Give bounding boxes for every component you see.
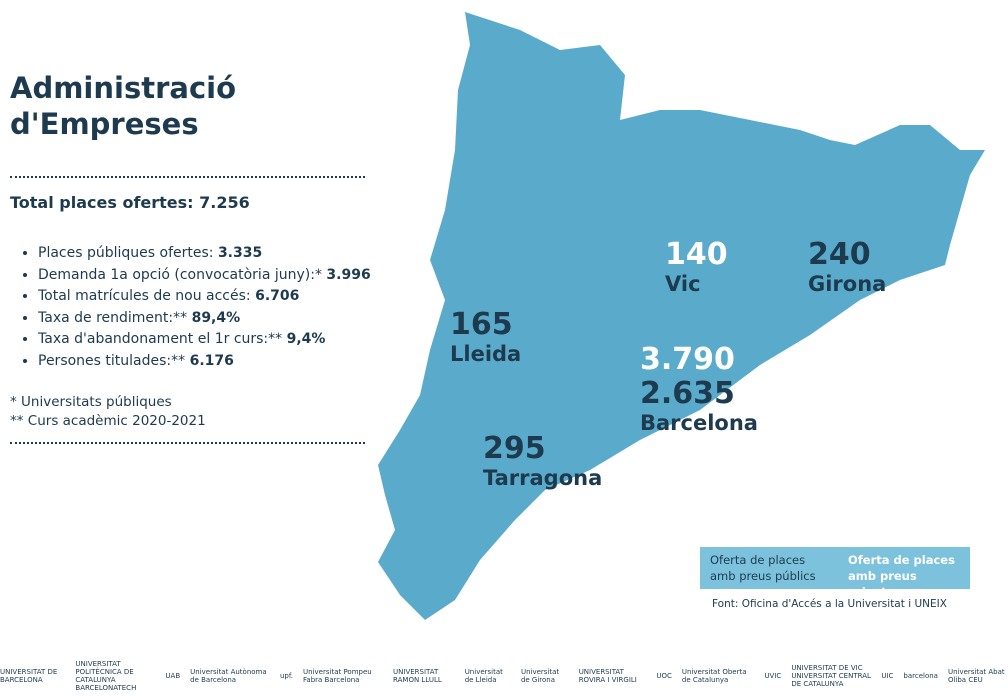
bullet-label: Total matrícules de nou accés: xyxy=(38,288,256,305)
logo: Universitat de Girona xyxy=(520,668,560,684)
legend-public: Oferta de places amb preus públics xyxy=(700,547,838,589)
region-barcelona: 3.790 2.635 Barcelona xyxy=(640,342,758,436)
logo: UNIVERSITAT RAMON LLULL xyxy=(393,668,442,684)
logo: UNIVERSITAT DE VIC UNIVERSITAT CENTRAL D… xyxy=(791,664,871,688)
logo: Universitat Abat Oliba CEU xyxy=(947,668,1005,684)
logo: Universitat Oberta de Catalunya xyxy=(681,668,747,684)
bullet: Demanda 1a opció (convocatòria juny):* 3… xyxy=(38,265,371,287)
logo: Universitat Pompeu Fabra Barcelona xyxy=(303,668,372,684)
notes: * Universitats públiques ** Curs acadèmic… xyxy=(10,394,206,429)
logo: UNIVERSITAT DE BARCELONA xyxy=(0,668,58,684)
bullet-value: 3.996 xyxy=(326,266,371,283)
bullet-label: Places públiques ofertes: xyxy=(38,245,218,261)
logos: UNIVERSITAT DE BARCELONA UNIVERSITAT POLI… xyxy=(0,655,1008,697)
bullet-value: 9,4% xyxy=(286,331,326,348)
divider xyxy=(10,442,365,444)
bullet-label: Taxa d'abandonament el 1r curs:** xyxy=(38,331,287,348)
bullet-value: 6.706 xyxy=(255,288,300,305)
source: Font: Oficina d'Accés a la Universitat i… xyxy=(712,598,947,610)
region-tarragona: 295 Tarragona xyxy=(483,431,603,491)
bullet-value: 89,4% xyxy=(191,309,241,326)
logo: barcelona xyxy=(903,672,938,680)
bullet: Taxa de rendiment:** 89,4% xyxy=(38,308,371,330)
logo: UVIC xyxy=(764,672,782,680)
bullet: Taxa d'abandonament el 1r curs:** 9,4% xyxy=(38,329,371,351)
bullet-label: Taxa de rendiment:** xyxy=(38,309,192,326)
logo: UAB xyxy=(165,672,181,680)
region-vic: 140 Vic xyxy=(665,237,728,297)
logo: upf. xyxy=(279,672,294,680)
logo: UNIVERSITAT ROVIRA I VIRGILI xyxy=(578,668,637,684)
logo: Universitat de Lleida xyxy=(464,668,503,684)
region-girona: 240 Girona xyxy=(808,237,887,297)
bullets: Places públiques ofertes: 3.335Demanda 1… xyxy=(20,243,371,373)
catalonia-shape xyxy=(378,12,985,620)
title: Administració d'Empreses xyxy=(10,71,236,141)
bullet-value: 3.335 xyxy=(217,245,263,261)
bullet: Places públiques ofertes: 3.335 xyxy=(38,243,371,265)
divider xyxy=(10,176,365,178)
region-lleida: 165 Lleida xyxy=(450,307,522,367)
logo: UIC xyxy=(881,672,894,680)
bullet-label: Demanda 1a opció (convocatòria juny):* xyxy=(38,266,327,283)
logo: UOC xyxy=(656,672,672,680)
bullet: Total matrícules de nou accés: 6.706 xyxy=(38,286,371,308)
legend-private: Oferta de places amb preus privats xyxy=(838,547,970,599)
logo: Universitat Autònoma de Barcelona xyxy=(190,668,267,684)
bullet-value: 6.176 xyxy=(189,352,234,369)
bullet: Persones titulades:** 6.176 xyxy=(38,351,371,373)
bullet-label: Persones titulades:** xyxy=(38,352,190,369)
total: Total places ofertes: 7.256 xyxy=(10,193,250,212)
logo: UNIVERSITAT POLITÈCNICA DE CATALUNYA BAR… xyxy=(75,660,137,692)
